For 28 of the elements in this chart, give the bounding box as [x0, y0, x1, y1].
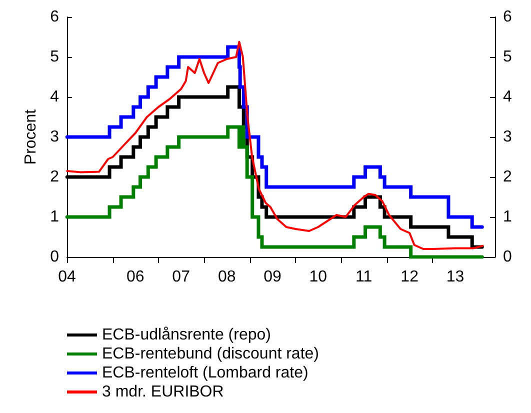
- legend-label: 3 mdr. EURIBOR: [102, 384, 224, 400]
- y2-tick-label: 6: [503, 8, 512, 26]
- y2-tick-label: 0: [503, 248, 512, 266]
- x-tick-label: 12: [400, 268, 419, 286]
- legend-label: ECB-rentebund (discount rate): [102, 346, 319, 362]
- y-tick-label: 5: [50, 48, 60, 66]
- y-tick-label: 6: [50, 8, 60, 26]
- x-tick-label: 13: [446, 268, 464, 286]
- legend-label: ECB-renteloft (Lombard rate): [102, 364, 308, 382]
- x-tick-label: 07: [172, 268, 190, 286]
- y-tick-label: 1: [50, 208, 60, 226]
- y-tick-label: 4: [50, 88, 60, 106]
- y2-tick-label: 2: [503, 168, 512, 186]
- y2-tick-label: 4: [503, 88, 512, 106]
- y2-tick-label: 5: [503, 48, 512, 66]
- y-tick-label: 0: [50, 248, 60, 266]
- y-tick-label: 3: [50, 128, 60, 146]
- x-tick-label: 08: [218, 268, 236, 286]
- legend-label: ECB-udlånsrente (repo): [102, 326, 271, 344]
- x-tick-label: 06: [126, 268, 144, 286]
- y2-tick-label: 1: [503, 208, 512, 226]
- x-tick-label: 10: [309, 268, 328, 286]
- x-tick-label: 04: [58, 268, 76, 286]
- x-tick-label: 09: [264, 268, 282, 286]
- y2-tick-label: 3: [503, 128, 512, 146]
- y-axis-title: Procent: [22, 108, 40, 165]
- y-tick-label: 2: [50, 168, 60, 186]
- x-tick-label: 11: [355, 268, 372, 286]
